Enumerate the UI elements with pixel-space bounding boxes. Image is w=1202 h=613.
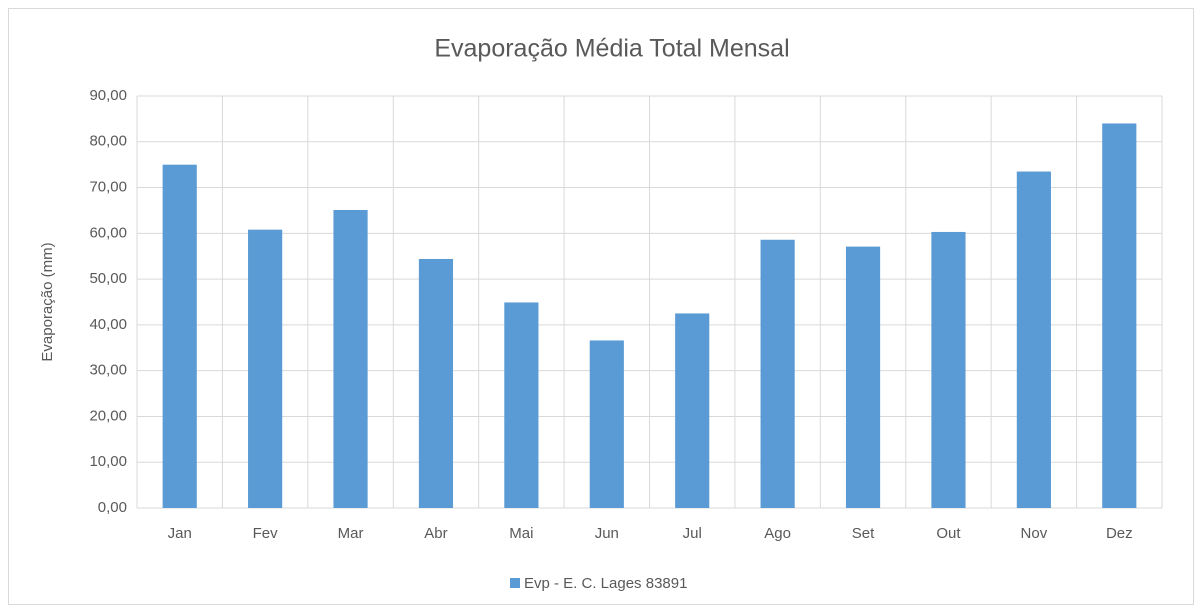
y-tick-label: 60,00 (89, 224, 127, 241)
x-tick-label: Dez (1106, 525, 1133, 542)
x-tick-label: Mar (338, 525, 364, 542)
bar (248, 229, 283, 508)
chart-title: Evaporação Média Total Mensal (434, 35, 789, 63)
y-tick-label: 90,00 (89, 87, 127, 104)
bar (675, 313, 710, 508)
y-tick-label: 20,00 (89, 407, 127, 424)
y-tick-label: 30,00 (89, 362, 127, 379)
bar (931, 231, 966, 508)
x-tick-label: Jul (683, 525, 702, 542)
bar (1016, 171, 1051, 509)
bar (589, 340, 624, 508)
y-axis-label: Evaporação (mm) (39, 242, 56, 361)
y-tick-label: 0,00 (98, 499, 127, 516)
bar (162, 164, 197, 508)
x-tick-label: Abr (424, 525, 447, 542)
bar (760, 239, 795, 508)
legend-label: Evp - E. C. Lages 83891 (524, 575, 687, 592)
bar (1102, 123, 1137, 508)
y-tick-label: 40,00 (89, 316, 127, 333)
x-tick-label: Out (936, 525, 961, 542)
x-tick-label: Nov (1021, 525, 1048, 542)
x-tick-label: Mai (509, 525, 533, 542)
x-tick-label: Jun (595, 525, 619, 542)
y-tick-label: 80,00 (89, 133, 127, 150)
bar (845, 246, 881, 508)
x-tick-label: Ago (764, 525, 791, 542)
bar (418, 258, 454, 508)
y-tick-label: 50,00 (89, 270, 127, 287)
y-tick-label: 10,00 (89, 453, 127, 470)
legend-swatch (510, 578, 520, 588)
bar (333, 209, 368, 508)
x-tick-label: Jan (168, 525, 192, 542)
x-tick-label: Set (852, 525, 875, 542)
x-tick-label: Fev (253, 525, 279, 542)
bar (504, 302, 539, 508)
y-tick-label: 70,00 (89, 179, 127, 196)
